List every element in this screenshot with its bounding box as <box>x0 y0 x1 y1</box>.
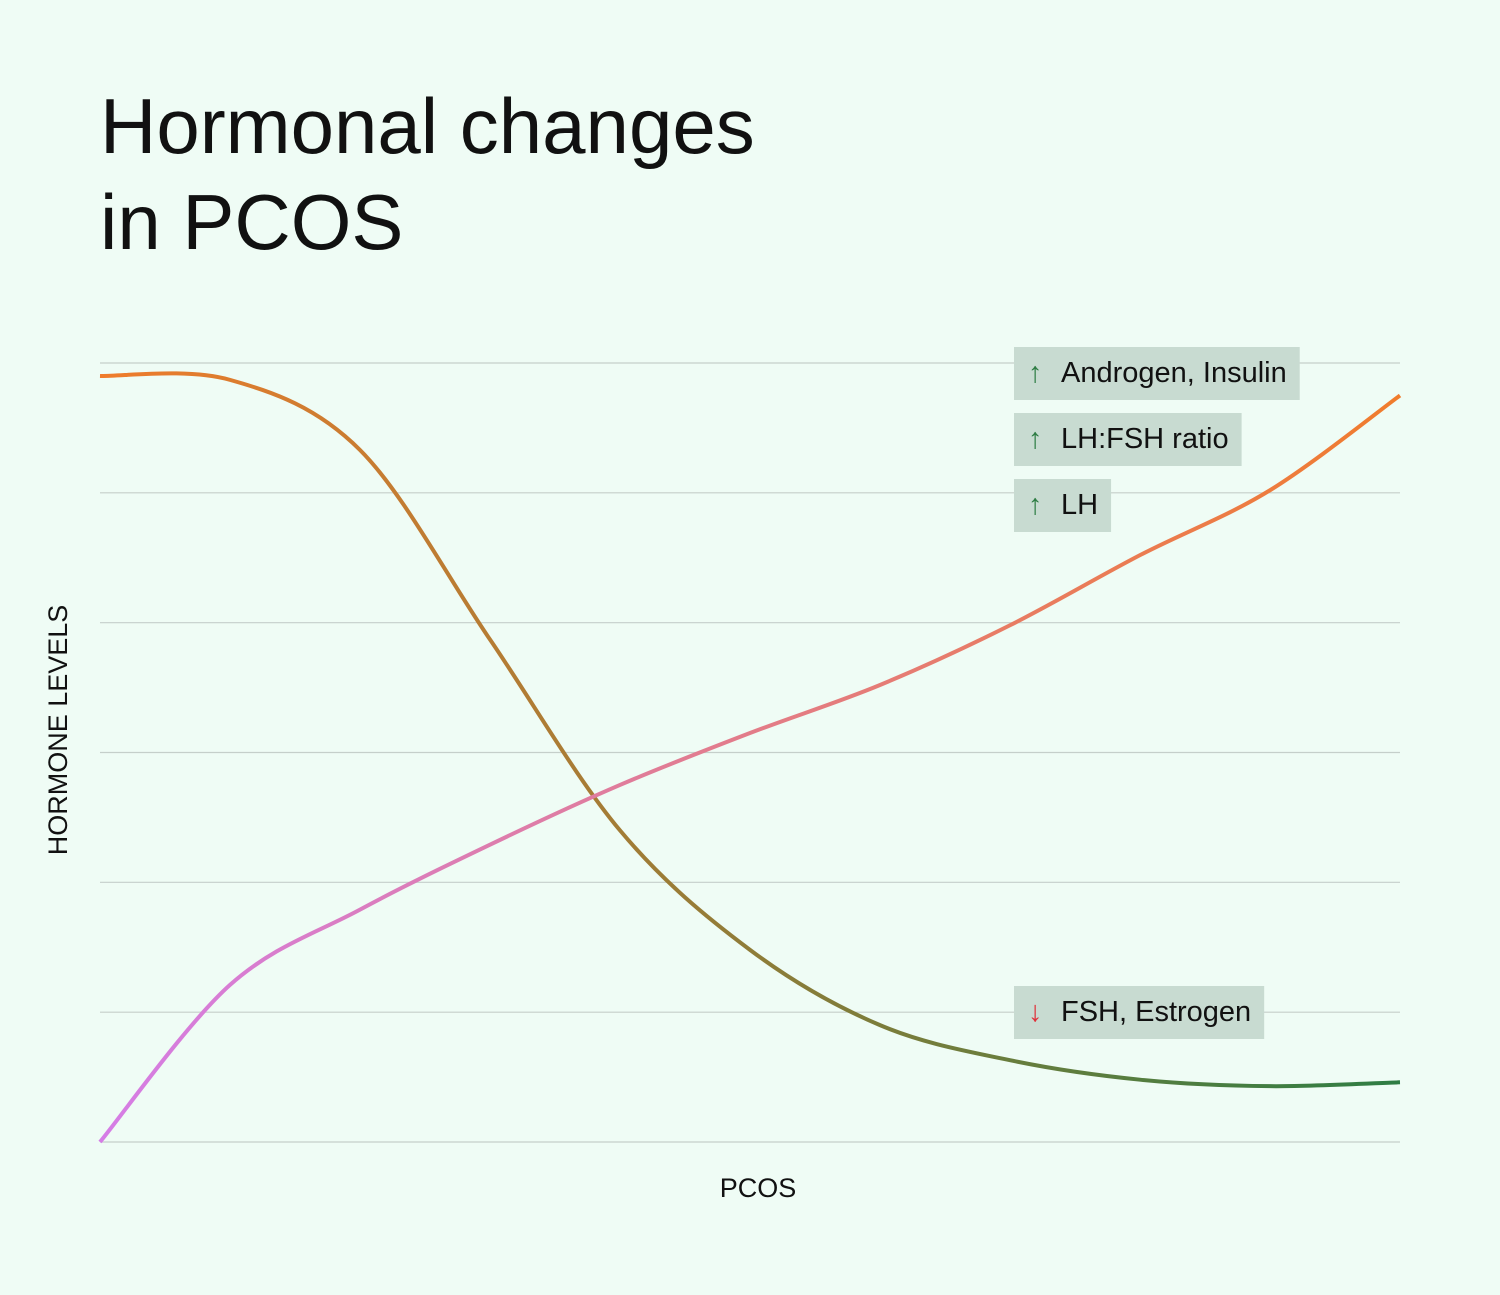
annotation-text: LH <box>1061 489 1098 521</box>
annotation-text: FSH, Estrogen <box>1061 996 1251 1028</box>
y-axis-label: HORMONE LEVELS <box>43 605 73 856</box>
chart-title: Hormonal changes in PCOS <box>100 82 755 266</box>
annotation-arrow: ↑ <box>1028 357 1043 389</box>
annotation-arrow: ↑ <box>1028 489 1043 521</box>
annotation-arrow: ↓ <box>1028 996 1043 1028</box>
x-axis-label: PCOS <box>720 1173 797 1203</box>
annotation-arrow: ↑ <box>1028 423 1043 455</box>
line-series <box>98 393 1402 1144</box>
annotation-box <box>1014 986 1265 1039</box>
line-series <box>99 371 1401 1089</box>
annotation-text: LH:FSH ratio <box>1061 423 1229 455</box>
annotation-box <box>1014 479 1112 532</box>
annotation-box <box>1014 347 1300 400</box>
annotation-text: Androgen, Insulin <box>1061 357 1287 389</box>
annotation-box <box>1014 413 1242 466</box>
